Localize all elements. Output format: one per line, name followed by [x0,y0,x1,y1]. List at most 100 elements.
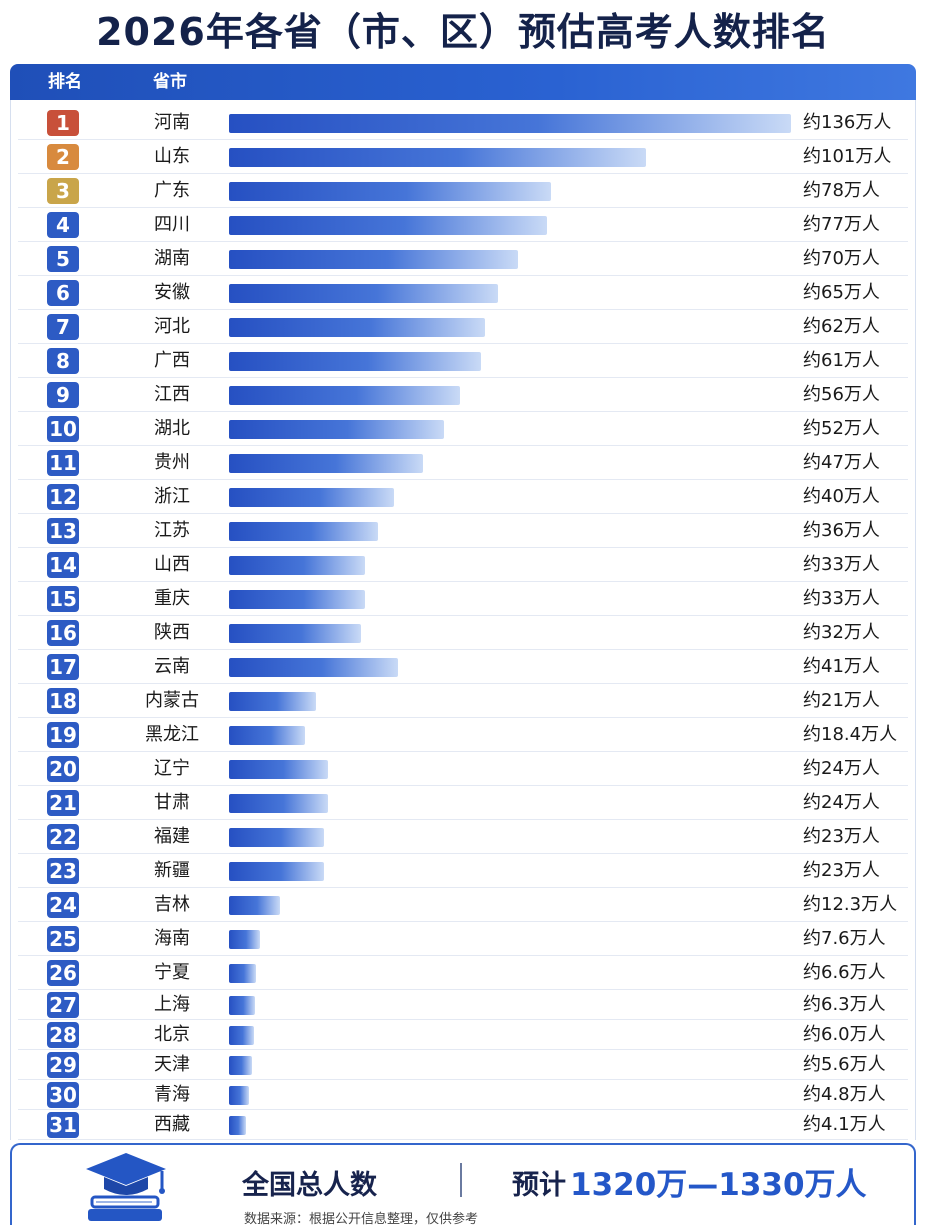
bar-内蒙古 [229,692,316,711]
rank-badge: 26 [47,960,79,986]
row-divider [18,479,908,480]
rank-badge: 5 [47,246,79,272]
rank-badge: 30 [47,1082,79,1108]
row-divider [18,921,908,922]
rank-badge: 13 [47,518,79,544]
bar-宁夏 [229,964,256,983]
value-label: 约21万人 [803,690,880,711]
row-divider [18,581,908,582]
row-divider [18,547,908,548]
province-label: 浙江 [154,486,190,507]
value-label: 约33万人 [803,588,880,609]
bar-海南 [229,930,260,949]
province-column-header: 省市 [153,72,187,92]
province-label: 辽宁 [154,758,190,779]
bar-广东 [229,182,551,201]
province-label: 宁夏 [154,962,190,983]
value-label: 约47万人 [803,452,880,473]
bar-吉林 [229,896,280,915]
row-divider [18,377,908,378]
value-label: 约101万人 [803,146,892,167]
row-divider [18,173,908,174]
rank-badge: 15 [47,586,79,612]
bar-贵州 [229,454,423,473]
province-label: 河北 [154,316,190,337]
bar-上海 [229,996,255,1015]
value-label: 约70万人 [803,248,880,269]
province-label: 甘肃 [154,792,190,813]
province-label: 湖南 [154,248,190,269]
table-row: 30 青海 约4.8万人 [0,1080,926,1110]
row-divider [18,785,908,786]
row-divider [18,309,908,310]
bar-安徽 [229,284,498,303]
bar-河北 [229,318,485,337]
row-divider [18,445,908,446]
rank-badge: 20 [47,756,79,782]
province-label: 黑龙江 [145,724,199,745]
total-value: 1320万—1330万人 [570,1167,867,1203]
table-header: 排名 省市 [10,64,916,100]
rank-badge: 24 [47,892,79,918]
bar-云南 [229,658,398,677]
table-row: 14 山西 约33万人 [0,548,926,582]
province-label: 四川 [154,214,190,235]
bar-青海 [229,1086,249,1105]
row-divider [18,1109,908,1110]
row-divider [18,887,908,888]
rank-badge: 17 [47,654,79,680]
table-row: 24 吉林 约12.3万人 [0,888,926,922]
row-divider [18,207,908,208]
bar-新疆 [229,862,324,881]
value-label: 约77万人 [803,214,880,235]
table-row: 3 广东 约78万人 [0,174,926,208]
rank-badge: 28 [47,1022,79,1048]
row-divider [18,275,908,276]
province-label: 陕西 [154,622,190,643]
table-row: 28 北京 约6.0万人 [0,1020,926,1050]
row-divider [18,989,908,990]
rank-badge: 29 [47,1052,79,1078]
data-source-note: 数据来源：根据公开信息整理，仅供参考 [244,1212,479,1225]
province-label: 上海 [154,994,190,1015]
row-divider [18,1019,908,1020]
rank-badge: 21 [47,790,79,816]
value-label: 约7.6万人 [803,928,886,949]
table-row: 5 湖南 约70万人 [0,242,926,276]
province-label: 海南 [154,928,190,949]
bar-湖北 [229,420,444,439]
rank-column-header: 排名 [48,72,82,92]
table-row: 1 河南 约136万人 [0,106,926,140]
rank-badge: 22 [47,824,79,850]
summary-footer: 全国总人数 预计 1320万—1330万人 数据来源：根据公开信息整理，仅供参考 [10,1143,916,1225]
table-row: 11 贵州 约47万人 [0,446,926,480]
rank-badge: 8 [47,348,79,374]
ranking-rows: 1 河南 约136万人 2 山东 约101万人 3 广东 约78万人 4 四川 约77万人 5 湖南 约70… [0,106,926,1140]
rank-badge: 3 [47,178,79,204]
row-divider [18,683,908,684]
row-divider [18,615,908,616]
province-label: 福建 [154,826,190,847]
rank-badge: 31 [47,1112,79,1138]
ranking-table [10,100,916,1140]
bar-河南 [229,114,791,133]
row-divider [18,717,908,718]
bar-山东 [229,148,646,167]
value-label: 约24万人 [803,758,880,779]
rank-badge: 4 [47,212,79,238]
province-label: 吉林 [154,894,190,915]
bar-西藏 [229,1116,246,1135]
row-divider [18,513,908,514]
value-label: 约5.6万人 [803,1054,886,1075]
row-divider [18,751,908,752]
row-divider [18,139,908,140]
row-divider [18,649,908,650]
table-row: 21 甘肃 约24万人 [0,786,926,820]
bar-福建 [229,828,324,847]
province-label: 新疆 [154,860,190,881]
row-divider [18,819,908,820]
province-label: 江苏 [154,520,190,541]
table-row: 9 江西 约56万人 [0,378,926,412]
table-row: 12 浙江 约40万人 [0,480,926,514]
